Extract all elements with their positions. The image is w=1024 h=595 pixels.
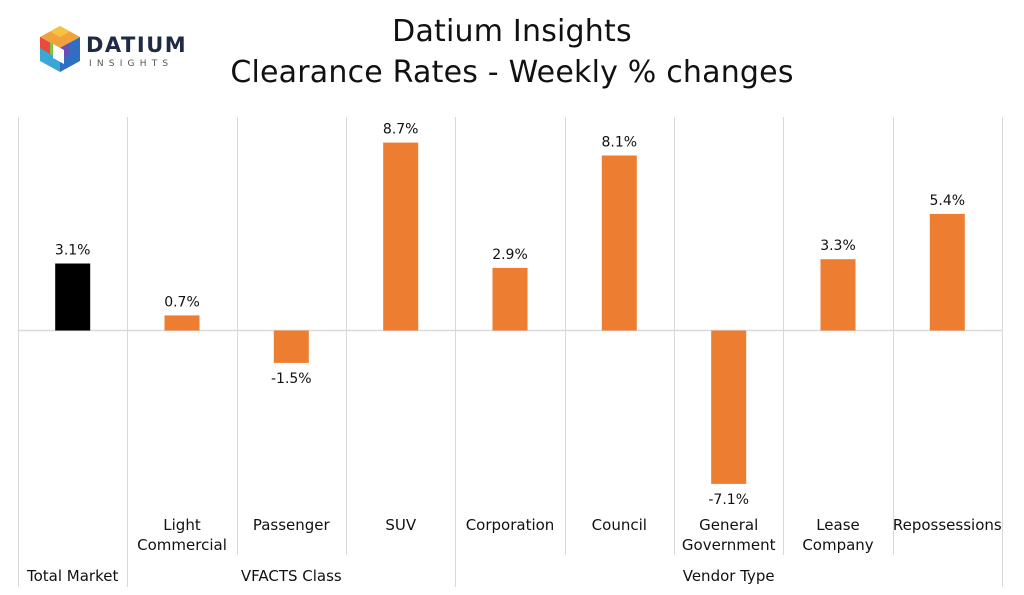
data-label: -1.5% (271, 371, 312, 387)
chart-bars (55, 142, 965, 484)
bar (383, 142, 419, 331)
category-label: Lease (816, 516, 860, 534)
chart-group-labels: Total Market VFACTS Class Vendor Type (26, 567, 775, 585)
data-label: 5.4% (930, 193, 966, 209)
category-label: Council (592, 516, 647, 534)
logo-wordmark: DATIUM (86, 33, 188, 57)
group-label: VFACTS Class (241, 567, 342, 585)
category-label: Passenger (253, 516, 331, 534)
chart-title: Datium Insights (392, 14, 632, 49)
category-label: Company (802, 536, 873, 554)
bar (164, 315, 200, 331)
bar (273, 330, 309, 363)
bar (711, 330, 747, 484)
group-label: Total Market (26, 567, 118, 585)
datium-logo: DATIUM INSIGHTS (36, 24, 186, 80)
bar (601, 155, 637, 331)
bar (820, 259, 856, 331)
category-label: Repossessions (893, 516, 1002, 534)
data-label: 8.1% (602, 135, 638, 151)
category-label: Corporation (466, 516, 555, 534)
category-label: Commercial (137, 536, 227, 554)
datium-cube-icon (40, 26, 80, 72)
chart-category-labels: Light Commercial Passenger SUV Corporation Co… (137, 516, 1002, 554)
category-label: General (699, 516, 758, 534)
chart-subtitle: Clearance Rates - Weekly % changes (230, 55, 794, 90)
group-label: Vendor Type (683, 567, 775, 585)
data-label: -7.1% (708, 492, 749, 508)
logo-subtext: INSIGHTS (89, 59, 174, 69)
data-label: 3.3% (820, 238, 856, 254)
bar (929, 213, 965, 331)
data-label: 3.1% (55, 243, 91, 259)
chart-data-labels: 3.1% 0.7% -1.5% 8.7% 2.9% 8.1% -7.1% 3.3% 5.4% (55, 122, 965, 508)
data-label: 8.7% (383, 122, 419, 138)
category-label: Light (163, 516, 201, 534)
data-label: 2.9% (492, 247, 528, 263)
category-label: Government (682, 536, 776, 554)
bar (55, 263, 91, 331)
data-label: 0.7% (164, 294, 200, 310)
category-label: SUV (385, 516, 417, 534)
bar (492, 267, 528, 331)
